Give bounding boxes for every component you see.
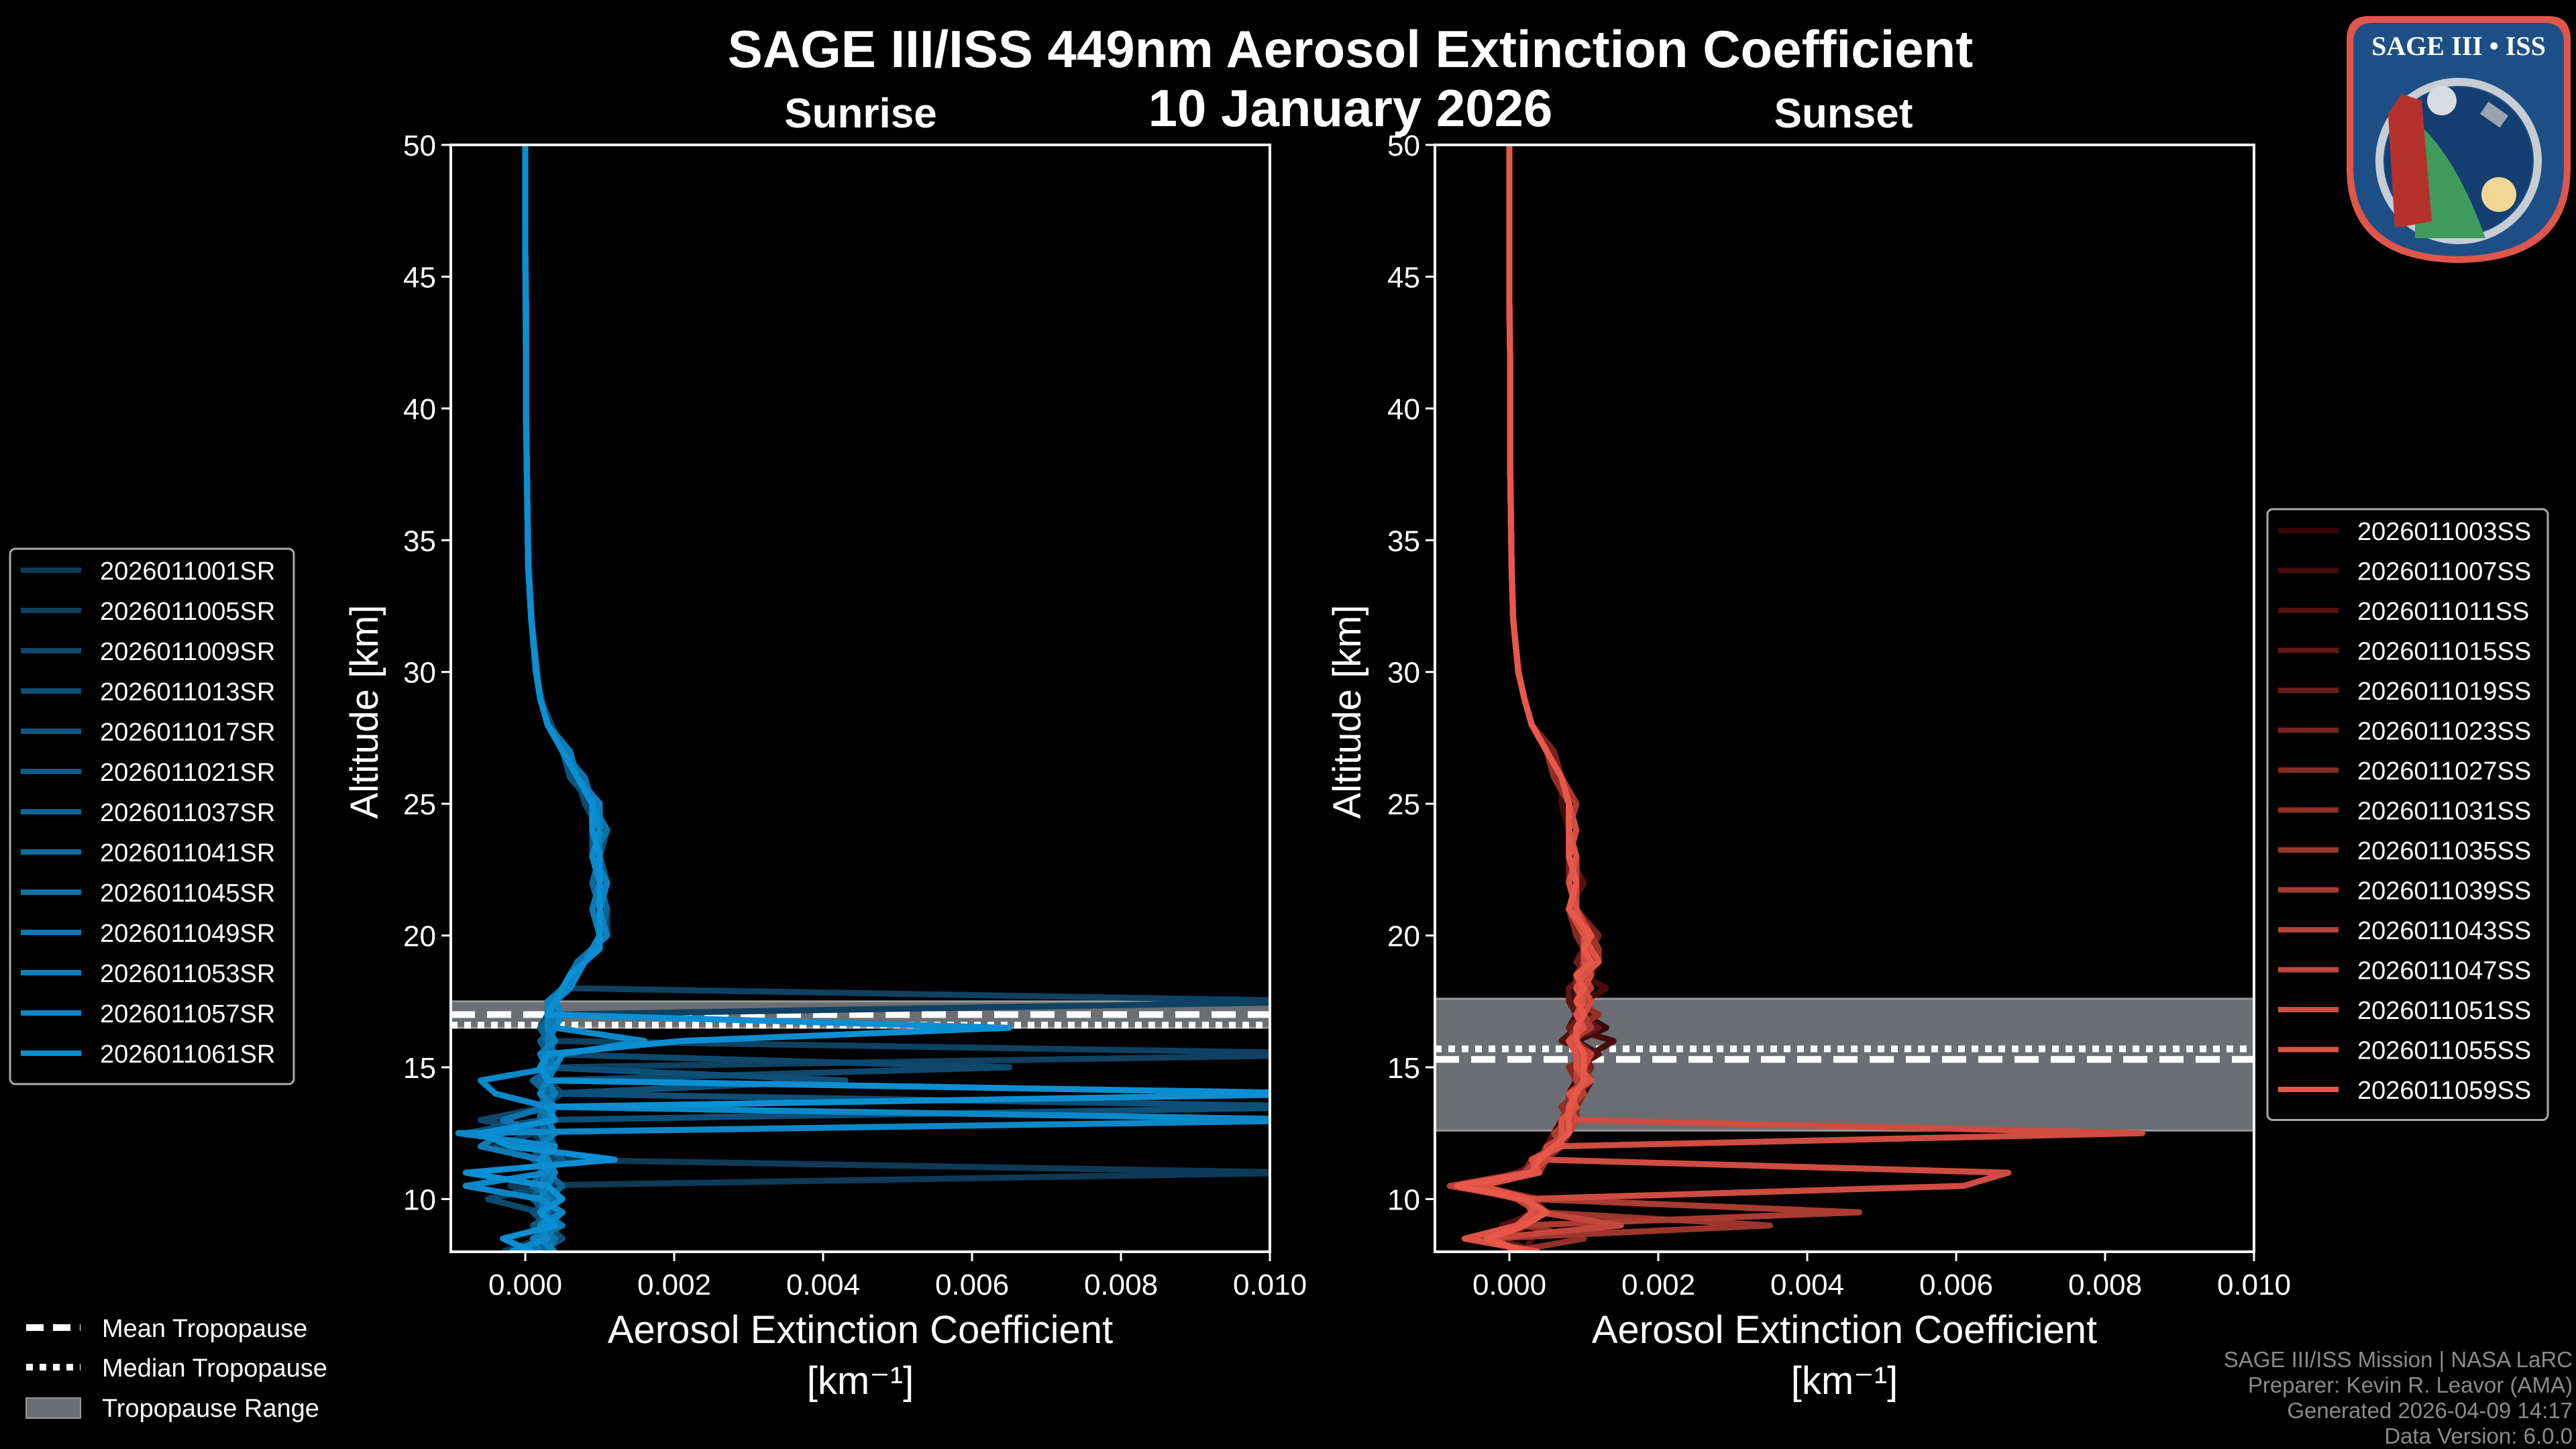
y-tick-label: 15 (403, 1052, 436, 1085)
legend-label: 2026011045SR (100, 879, 275, 908)
legend-label: 2026011043SS (2357, 917, 2531, 945)
panel-title: Sunset (1774, 91, 1913, 137)
tropopause-range-label: Tropopause Range (102, 1395, 319, 1423)
legend-label: 2026011013SR (100, 678, 275, 706)
legend-label: 2026011053SR (100, 960, 275, 988)
y-tick-label: 25 (403, 788, 436, 821)
x-axis-label: Aerosol Extinction Coefficient (1592, 1308, 2097, 1352)
panel-title: Sunrise (784, 91, 936, 137)
y-tick-label: 35 (403, 525, 436, 557)
y-tick-label: 25 (1387, 788, 1420, 821)
legend-label: 2026011039SS (2357, 877, 2531, 906)
legend-label: 2026011001SR (100, 557, 275, 586)
footer-line: Generated 2026-04-09 14:17 (2287, 1398, 2573, 1423)
x-tick-label: 0.002 (1621, 1269, 1695, 1301)
series-legend: 2026011001SR 2026011005SR 2026011009SR 2026… (9, 547, 295, 1085)
y-tick-label: 50 (1387, 129, 1420, 162)
x-tick-label: 0.000 (1472, 1269, 1546, 1301)
legend-label: 2026011035SS (2357, 837, 2531, 865)
y-axis-label: Altitude [km] (343, 604, 386, 818)
y-tick-label: 40 (1387, 393, 1420, 426)
x-tick-label: 0.000 (488, 1269, 562, 1301)
profile-line-2026011059SS (1454, 145, 1595, 1252)
legend-label: 2026011019SS (2357, 678, 2531, 706)
y-tick-label: 40 (403, 393, 436, 426)
y-tick-label: 30 (1387, 657, 1420, 690)
legend-label: 2026011059SS (2357, 1077, 2531, 1105)
y-tick-label: 10 (403, 1183, 436, 1216)
x-tick-label: 0.006 (1919, 1269, 1993, 1301)
legend-label: 2026011055SS (2357, 1037, 2531, 1065)
y-tick-label: 10 (1387, 1183, 1420, 1216)
legend-label: 2026011057SR (100, 1000, 275, 1028)
panel-sunset: Sunset 0.000 0.002 0.004 0.006 0.008 0.010 10 15… (1326, 91, 2549, 1403)
x-tick-label: 0.004 (1770, 1269, 1844, 1301)
x-axis-units: [km⁻¹] (1791, 1359, 1898, 1403)
x-tick-label: 0.010 (2217, 1269, 2291, 1301)
footer-line: Preparer: Kevin R. Leavor (AMA) (2248, 1373, 2573, 1397)
legend-label: 2026011003SS (2357, 518, 2531, 546)
tropopause-legend: Mean Tropopause Median Tropopause Tropop… (25, 1315, 327, 1423)
legend-label: 2026011047SS (2357, 957, 2531, 985)
y-tick-label: 45 (1387, 261, 1420, 294)
x-tick-label: 0.008 (2068, 1269, 2142, 1301)
sage-iss-mission-logo: SAGE III • ISS (2347, 16, 2571, 263)
legend-label: 2026011061SR (100, 1040, 275, 1069)
legend-label: 2026011027SS (2357, 757, 2531, 786)
x-tick-label: 0.010 (1233, 1269, 1307, 1301)
legend-label: 2026011049SR (100, 920, 275, 948)
axes-frame (449, 144, 1271, 1253)
footer-line: Data Version: 6.0.0 (2384, 1424, 2573, 1448)
panel-sunrise: Sunrise 0.000 0.002 0.004 0.006 0.008 0.010 10 1… (9, 91, 1307, 1403)
x-axis-label: Aerosol Extinction Coefficient (608, 1308, 1113, 1352)
series-legend: 2026011003SS 2026011007SS 2026011011SS 2026… (2266, 508, 2549, 1121)
legend-label: 2026011041SR (100, 839, 275, 867)
x-axis-units: [km⁻¹] (807, 1359, 914, 1403)
logo-title: SAGE III • ISS (2371, 31, 2546, 61)
y-tick-label: 20 (1387, 920, 1420, 953)
x-tick-label: 0.006 (935, 1269, 1009, 1301)
legend-label: 2026011005SR (100, 598, 275, 626)
footer-line: SAGE III/ISS Mission | NASA LaRC (2224, 1347, 2573, 1372)
mean-tropopause-label: Mean Tropopause (102, 1315, 307, 1343)
footer: SAGE III/ISS Mission | NASA LaRC Prepare… (2224, 1347, 2573, 1448)
axes-frame (1434, 144, 2255, 1253)
y-tick-label: 45 (403, 261, 436, 294)
legend-label: 2026011011SS (2357, 598, 2529, 626)
legend-label: 2026011015SS (2357, 638, 2531, 666)
legend-label: 2026011021SR (100, 759, 275, 787)
legend-label: 2026011009SR (100, 638, 275, 666)
y-tick-label: 35 (1387, 525, 1420, 557)
x-tick-label: 0.002 (637, 1269, 711, 1301)
chart-title: SAGE III/ISS 449nm Aerosol Extinction Co… (728, 19, 1974, 78)
profile-line-2026011061SR (462, 145, 1270, 1252)
legend-label: 2026011031SS (2357, 798, 2531, 826)
median-tropopause-label: Median Tropopause (102, 1354, 327, 1383)
chart-date: 10 January 2026 (1148, 78, 1553, 138)
x-tick-label: 0.008 (1084, 1269, 1158, 1301)
legend-label: 2026011023SS (2357, 718, 2531, 746)
y-tick-label: 15 (1387, 1052, 1420, 1085)
profile-lines (1446, 145, 2145, 1252)
legend-label: 2026011007SS (2357, 558, 2531, 586)
y-tick-label: 30 (403, 657, 436, 690)
legend-label: 2026011051SS (2357, 997, 2531, 1025)
tropopause-range-band (1434, 998, 2255, 1132)
legend-box (9, 547, 295, 1085)
legend-label: 2026011017SR (100, 718, 275, 747)
tropopause-range-swatch (25, 1397, 81, 1419)
y-tick-label: 20 (403, 920, 436, 953)
profile-lines (455, 145, 1270, 1252)
legend-label: 2026011037SR (100, 799, 275, 827)
y-axis-label: Altitude [km] (1326, 604, 1369, 818)
x-tick-label: 0.004 (786, 1269, 860, 1301)
y-tick-label: 50 (403, 129, 436, 162)
